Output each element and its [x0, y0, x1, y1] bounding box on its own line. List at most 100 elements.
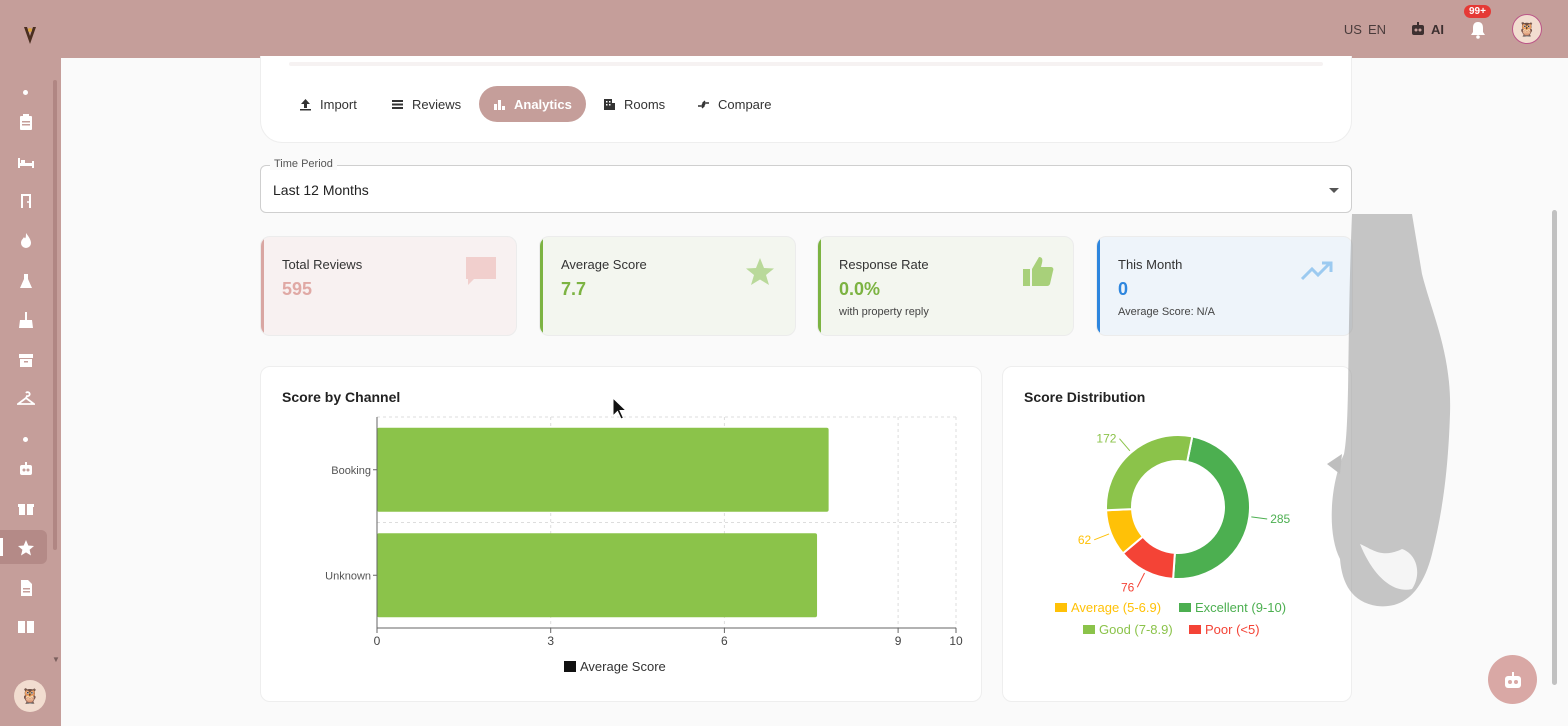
upload-icon — [300, 98, 311, 110]
card-accent — [818, 237, 821, 335]
sidebar-scrollbar[interactable] — [53, 80, 57, 550]
kpi-title: Total Reviews — [282, 257, 363, 272]
flag-icon: US — [1343, 21, 1362, 37]
tab-label: Rooms — [624, 96, 666, 112]
section-dot — [23, 90, 28, 95]
robot-icon — [1504, 671, 1521, 688]
door-icon[interactable] — [17, 192, 35, 210]
kpi-response-rate: Response Rate 0.0% with property reply — [817, 236, 1074, 336]
notification-badge: 99+ — [1464, 5, 1491, 18]
tick-label: 0 — [374, 634, 381, 648]
book-icon[interactable] — [17, 618, 35, 636]
score-by-channel-card: Score by Channel Booking Unknown 0 3 6 9 10 Ave… — [260, 366, 982, 702]
section-dot — [23, 437, 28, 442]
tab-rooms[interactable]: Rooms — [589, 86, 679, 122]
label-leader — [1119, 438, 1131, 452]
tab-import[interactable]: Import — [285, 86, 371, 122]
score-by-channel-chart: Booking Unknown 0 3 6 9 10 Average Score — [325, 416, 963, 674]
legend-swatch — [1189, 625, 1201, 634]
notifications-button[interactable]: 99+ — [1464, 5, 1491, 39]
scroll-down-icon[interactable]: ▼ — [52, 655, 60, 664]
chatbot-button[interactable] — [1488, 655, 1537, 704]
top-bar: US EN AI 99+ 🦉 — [61, 0, 1568, 58]
kpi-subtitle: with property reply — [839, 306, 929, 318]
legend-swatch — [564, 661, 576, 672]
label-leader — [1094, 533, 1110, 541]
bed-icon[interactable] — [17, 153, 35, 171]
list-icon — [392, 99, 403, 109]
category-label: Unknown — [325, 570, 371, 582]
tab-reviews[interactable]: Reviews — [377, 86, 475, 122]
bar — [377, 427, 829, 512]
archive-icon[interactable] — [17, 351, 35, 369]
star-icon[interactable] — [17, 539, 35, 557]
ai-label: AI — [1431, 21, 1444, 37]
user-avatar[interactable]: 🦉 — [1512, 14, 1542, 44]
building-icon — [604, 98, 615, 110]
card-divider — [289, 62, 1323, 66]
chart-title: Score by Channel — [282, 389, 401, 405]
time-period-select[interactable]: Time Period Last 12 Months — [260, 158, 1352, 213]
thumbs-up-icon — [1023, 257, 1054, 286]
card-accent — [540, 237, 543, 335]
language-code: EN — [1367, 21, 1386, 37]
tab-analytics[interactable]: Analytics — [479, 86, 586, 122]
score-distribution-chart: 285 76 62 172 Average (5-6.9) Excellent (9-10… — [1055, 432, 1291, 637]
legend-label: Average (5-6.9) — [1071, 600, 1161, 615]
tick-label: 6 — [721, 634, 728, 648]
card-accent — [1097, 237, 1100, 335]
clipboard-icon[interactable] — [17, 113, 35, 131]
slice-value-label: 285 — [1270, 512, 1290, 526]
legend-label: Excellent (9-10) — [1195, 600, 1286, 615]
sidebar: ▼ 🦉 — [0, 0, 61, 726]
chevron-down-icon — [1329, 188, 1339, 193]
user-avatar[interactable]: 🦉 — [14, 680, 46, 712]
kpi-title: Response Rate — [839, 257, 929, 272]
legend-label: Average Score — [580, 659, 666, 674]
flask-icon[interactable] — [17, 272, 35, 290]
kpi-value: 595 — [282, 279, 313, 299]
logo-icon[interactable] — [21, 24, 39, 46]
slice-value-label: 62 — [1078, 533, 1092, 547]
compare-icon — [698, 100, 709, 108]
donut-slice — [1172, 435, 1251, 580]
chat-icon — [466, 257, 496, 285]
language-selector[interactable]: US EN — [1344, 22, 1386, 37]
document-icon[interactable] — [17, 579, 35, 597]
hanger-icon[interactable] — [17, 390, 35, 408]
gift-icon[interactable] — [17, 499, 35, 517]
donut-slice — [1105, 434, 1194, 512]
kpi-this-month: This Month 0 Average Score: N/A — [1096, 236, 1353, 336]
tab-compare[interactable]: Compare — [683, 86, 785, 122]
tab-label: Analytics — [514, 96, 572, 112]
kpi-title: Average Score — [561, 257, 647, 272]
bar — [377, 533, 818, 618]
tick-label: 9 — [895, 634, 902, 648]
fire-icon[interactable] — [17, 232, 35, 250]
tick-label: 3 — [547, 634, 554, 648]
tick-label: 10 — [949, 634, 963, 648]
label-leader — [1136, 572, 1145, 588]
legend-swatch — [1055, 603, 1067, 612]
star-icon — [746, 258, 774, 285]
scrollbar-thumb[interactable] — [1552, 210, 1557, 685]
legend-swatch — [1179, 603, 1191, 612]
kpi-average-score: Average Score 7.7 — [539, 236, 796, 336]
broom-icon[interactable] — [17, 311, 35, 329]
mouse-cursor-icon — [612, 397, 628, 420]
time-period-label: Time Period — [270, 158, 337, 170]
robot-icon[interactable] — [17, 460, 35, 478]
kpi-total-reviews: Total Reviews 595 — [260, 236, 517, 336]
page-scrollbar[interactable] — [1551, 60, 1559, 726]
chart-title: Score Distribution — [1024, 389, 1146, 405]
score-distribution-card: Score Distribution 285 76 62 172 Average (5-… — [1002, 366, 1352, 702]
kpi-value: 0.0% — [839, 279, 881, 299]
slice-value-label: 76 — [1121, 580, 1135, 594]
time-period-value: Last 12 Months — [273, 182, 369, 198]
tab-label: Reviews — [412, 96, 462, 112]
kpi-title: This Month — [1118, 257, 1183, 272]
kpi-value: 0 — [1118, 279, 1129, 299]
ai-button[interactable]: AI — [1410, 22, 1444, 37]
legend-label: Poor (<5) — [1205, 622, 1260, 637]
bell-icon — [1471, 22, 1485, 39]
